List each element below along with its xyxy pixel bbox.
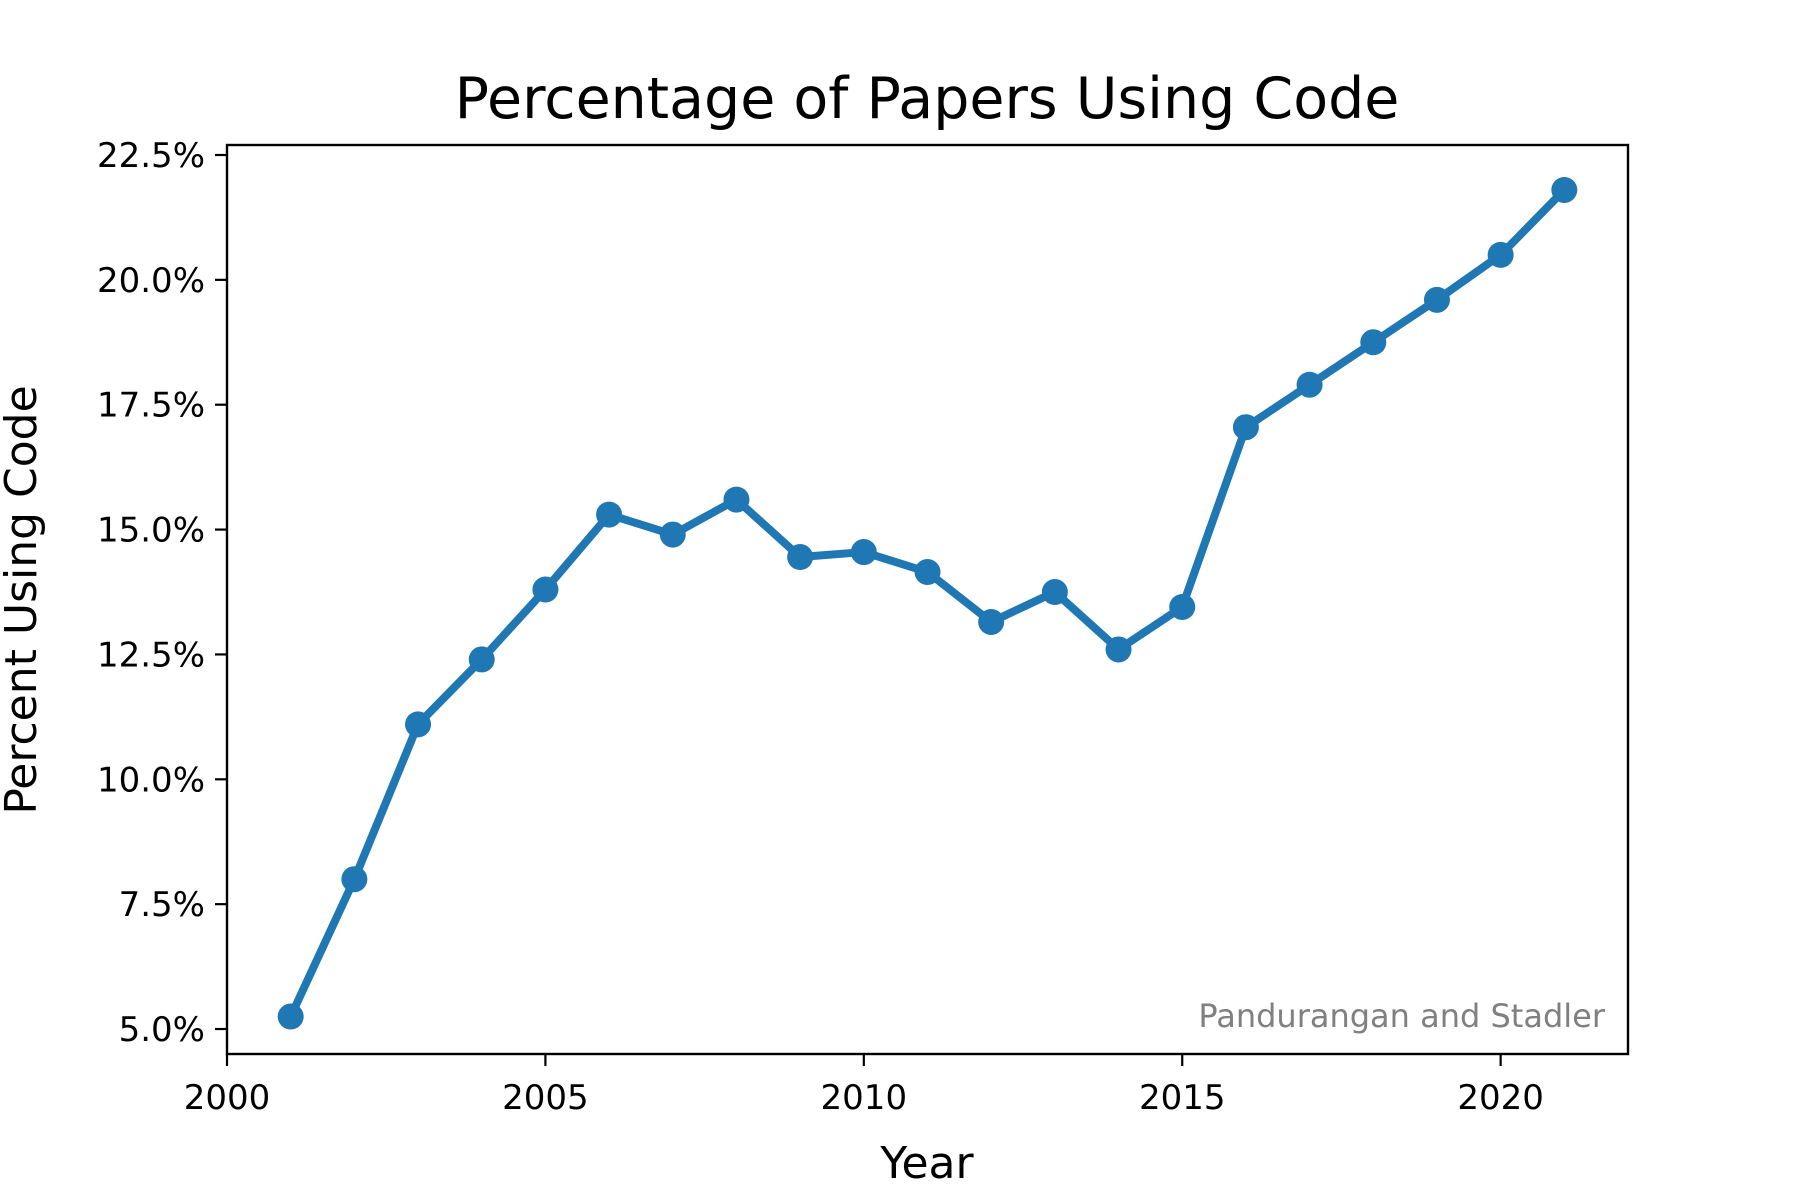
x-axis: 2000 2005 2010 2015 2020 [184,1054,1544,1118]
y-tick-label: 7.5% [119,885,205,925]
data-point [978,608,1005,635]
data-point [659,521,686,548]
x-tick-label: 2015 [1139,1078,1226,1118]
series-layer [277,176,1578,1030]
y-tick-label: 22.5% [97,136,205,176]
data-point [1423,286,1450,313]
x-axis-label: Year [879,1138,974,1189]
y-tick-label: 20.0% [97,261,205,301]
data-point [468,646,495,673]
x-tick-label: 2020 [1457,1078,1544,1118]
source-annotation: Pandurangan and Stadler [1198,997,1606,1035]
data-point [1169,593,1196,620]
y-axis-label: Percent Using Code [0,385,47,814]
data-point [277,1003,304,1030]
data-point [787,544,814,571]
y-tick-label: 12.5% [97,635,205,675]
data-point [850,539,877,566]
data-point [596,501,623,528]
data-point [1551,176,1578,203]
data-point [1105,636,1132,663]
x-tick-label: 2000 [184,1078,271,1118]
data-point [914,559,941,586]
data-point [723,486,750,513]
y-axis: 5.0% 7.5% 10.0% 12.5% 15.0% 17.5% 20.0% 22.5% [97,136,227,1050]
data-point [1296,371,1323,398]
data-point [1232,414,1259,441]
x-tick-label: 2010 [821,1078,908,1118]
y-tick-label: 15.0% [97,511,205,551]
data-point [1360,329,1387,356]
chart-title: Percentage of Papers Using Code [455,66,1400,132]
x-tick-label: 2005 [502,1078,589,1118]
data-point [532,576,559,603]
y-tick-label: 17.5% [97,386,205,426]
data-point [405,711,432,738]
data-point [1487,241,1514,268]
y-tick-label: 5.0% [119,1010,205,1050]
plot-frame [225,143,1630,1056]
y-tick-label: 10.0% [97,760,205,800]
data-point [341,866,368,893]
data-point [1041,579,1068,606]
